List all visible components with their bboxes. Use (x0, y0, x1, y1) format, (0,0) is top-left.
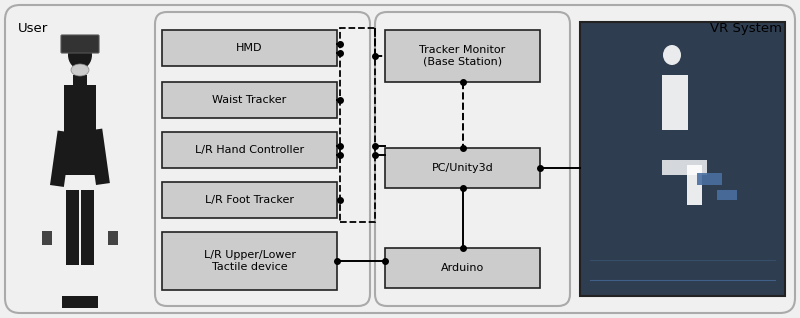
Bar (385, 30, 540, 82)
Text: Tracker Monitor
(Base Station): Tracker Monitor (Base Station) (419, 45, 506, 67)
FancyBboxPatch shape (375, 12, 570, 306)
Text: Waist Tracker: Waist Tracker (212, 95, 286, 105)
Bar (66, 190, 79, 265)
Bar (62, 296, 80, 308)
Ellipse shape (663, 45, 681, 65)
Text: Arduino: Arduino (441, 263, 484, 273)
Text: User: User (18, 22, 48, 35)
FancyBboxPatch shape (5, 5, 795, 313)
Bar (108, 231, 118, 245)
FancyBboxPatch shape (155, 12, 370, 306)
Bar (385, 148, 540, 188)
Text: HMD: HMD (236, 43, 262, 53)
Bar (50, 130, 71, 187)
Bar (162, 232, 337, 290)
Bar (687, 165, 702, 205)
Bar (385, 248, 540, 288)
Text: L/R Foot Tracker: L/R Foot Tracker (205, 195, 294, 205)
FancyBboxPatch shape (61, 35, 99, 53)
Bar (340, 28, 375, 222)
Bar (580, 22, 785, 296)
Text: L/R Hand Controller: L/R Hand Controller (195, 145, 304, 155)
Bar (662, 75, 688, 130)
Text: PC/Unity3d: PC/Unity3d (432, 163, 494, 173)
Ellipse shape (68, 41, 92, 69)
Bar (73, 75, 87, 95)
Bar (697, 173, 722, 185)
Bar (88, 128, 110, 185)
Bar (662, 160, 707, 175)
Bar (717, 190, 737, 200)
Bar (162, 132, 337, 168)
Bar (81, 190, 94, 265)
Text: VR System: VR System (710, 22, 782, 35)
Ellipse shape (71, 64, 89, 76)
Bar (162, 82, 337, 118)
Bar (162, 182, 337, 218)
Text: L/R Upper/Lower
Tactile device: L/R Upper/Lower Tactile device (203, 250, 295, 272)
Bar (42, 231, 52, 245)
Bar (80, 296, 98, 308)
Bar (64, 85, 96, 175)
Bar (162, 30, 337, 66)
